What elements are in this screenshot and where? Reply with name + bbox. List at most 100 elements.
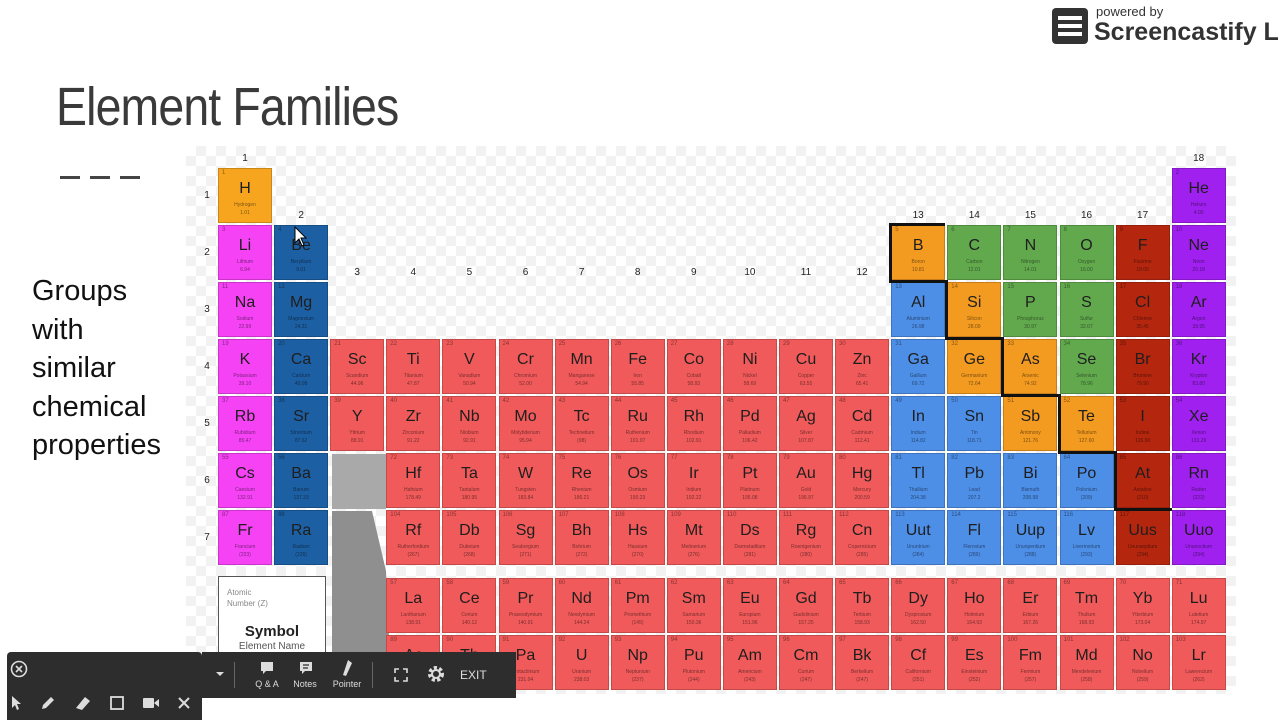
- element-name: Nitrogen: [1020, 259, 1040, 265]
- element-symbol: Ir: [688, 465, 699, 482]
- legend-element-name: Element Name: [238, 641, 306, 652]
- group-label: 14: [968, 210, 980, 221]
- exit-button[interactable]: EXIT: [460, 668, 487, 682]
- element-name: Neon: [1192, 259, 1205, 265]
- element-name: Copernicium: [848, 544, 877, 550]
- atomic-number: 63: [726, 580, 734, 587]
- pointer-button[interactable]: Pointer: [330, 658, 364, 694]
- atomic-mass: 204.38: [910, 495, 926, 501]
- element-name: Francium: [234, 544, 256, 550]
- element-cell: 42 Mo Molybdenum 95.94: [498, 396, 553, 451]
- close-icon[interactable]: [177, 696, 191, 710]
- atomic-mass: (247): [856, 677, 868, 684]
- element-cell: 100 Fm Fermium (257): [1003, 635, 1058, 691]
- staircase-divider: [889, 280, 948, 283]
- element-name: Polonium: [1076, 487, 1097, 493]
- group-label: 8: [634, 267, 641, 278]
- element-name: Tin: [970, 430, 978, 436]
- atomic-number: 114: [951, 512, 961, 518]
- element-name: Magnesium: [288, 316, 315, 322]
- element-symbol: Uup: [1015, 522, 1046, 539]
- element-symbol: Ti: [406, 351, 420, 368]
- element-symbol: Fm: [1018, 647, 1042, 665]
- element-symbol: Rn: [1188, 465, 1209, 482]
- element-cell: 108 Hs Hassium (270): [610, 510, 665, 565]
- element-name: Arsenic: [1022, 373, 1039, 379]
- element-name: Astatine: [1133, 487, 1152, 493]
- period-label: 4: [204, 361, 210, 372]
- element-name: Zirconium: [402, 430, 425, 436]
- element-symbol: O: [1080, 237, 1093, 254]
- element-cell: 13 Al Aluminium 26.98: [891, 282, 946, 337]
- element-symbol: Cr: [517, 351, 534, 368]
- element-symbol: Ho: [964, 590, 985, 608]
- atomic-number: 107: [558, 512, 569, 518]
- rectangle-icon[interactable]: [109, 695, 125, 711]
- element-name: Helium: [1190, 202, 1207, 208]
- close-circle-icon[interactable]: [10, 660, 28, 678]
- atomic-number: 91: [502, 637, 510, 644]
- element-cell: 101 Md Mendelevium (258): [1059, 635, 1114, 691]
- atomic-mass: (272): [575, 552, 588, 558]
- element-name: Protactinium: [511, 669, 540, 676]
- chevron-down-icon[interactable]: [214, 670, 226, 678]
- element-name: Niobium: [460, 430, 479, 436]
- atomic-number: 94: [670, 637, 678, 644]
- atomic-number: 81: [895, 455, 902, 461]
- element-cell: 72 Hf Hafnium 178.49: [386, 453, 441, 508]
- element-name: Caesium: [235, 487, 255, 493]
- atomic-mass: 40.08: [294, 381, 308, 387]
- element-name: Antimony: [1019, 430, 1041, 436]
- atomic-number: 23: [446, 341, 454, 347]
- element-name: Fermium: [1020, 669, 1041, 676]
- pointer-arrow-icon[interactable]: [10, 695, 24, 711]
- element-name: Germanium: [961, 373, 988, 379]
- pen-icon[interactable]: [40, 695, 56, 711]
- atomic-number: 66: [895, 580, 902, 587]
- element-cell: 12 Mg Magnesium 24.31: [274, 282, 329, 337]
- element-cell: 1 H Hydrogen 1.01: [218, 168, 272, 223]
- atomic-mass: 196.97: [798, 495, 814, 501]
- atomic-number: 79: [783, 455, 790, 461]
- atomic-number: 17: [1119, 284, 1127, 290]
- atomic-number: 70: [1119, 580, 1127, 587]
- atomic-mass: 72.64: [968, 381, 981, 387]
- atomic-mass: 1.01: [240, 210, 250, 216]
- chat-icon: [261, 662, 273, 674]
- element-name: Chlorine: [1133, 316, 1152, 322]
- side-caption: Groups with similar chemical properties: [32, 272, 161, 465]
- element-symbol: Sg: [515, 522, 536, 539]
- element-symbol: K: [239, 351, 251, 368]
- atomic-mass: 44.96: [350, 381, 364, 387]
- atomic-number: 35: [1119, 341, 1127, 347]
- notes-button[interactable]: Notes: [290, 658, 320, 694]
- element-name: Europium: [739, 612, 761, 619]
- element-symbol: Nb: [459, 408, 480, 425]
- atomic-mass: 95.94: [519, 438, 532, 444]
- element-symbol: Cm: [793, 647, 819, 665]
- camera-icon[interactable]: [142, 696, 160, 710]
- element-cell: 25 Mn Manganese 54.94: [554, 339, 609, 394]
- staircase-divider: [1113, 451, 1117, 510]
- element-cell: 32 Ge Germanium 72.64: [947, 339, 1002, 394]
- eraser-icon[interactable]: [74, 695, 92, 711]
- element-symbol: Re: [571, 465, 592, 482]
- element-symbol: Er: [1022, 590, 1039, 608]
- element-cell: 104 Rf Rutherfordium (267): [386, 510, 441, 565]
- atomic-mass: 39.10: [238, 381, 252, 387]
- gear-icon[interactable]: [426, 664, 446, 684]
- atomic-mass: 138.91: [405, 620, 421, 627]
- atomic-number: 3: [222, 227, 226, 233]
- element-name: Oxygen: [1077, 259, 1096, 265]
- element-name: Nobelium: [1132, 669, 1154, 676]
- atomic-mass: (280): [800, 552, 812, 558]
- qa-button[interactable]: Q & A: [252, 658, 282, 694]
- fullscreen-icon[interactable]: [394, 668, 408, 682]
- element-name: Xenon: [1191, 430, 1206, 436]
- atomic-number: 57: [390, 580, 397, 587]
- element-cell: 79 Au Gold 196.97: [779, 453, 833, 508]
- laser-pointer-icon: [343, 660, 352, 676]
- element-cell: 92 U Uranium 238.03: [554, 635, 609, 691]
- element-symbol: Zn: [852, 351, 872, 368]
- atomic-mass: (244): [687, 677, 700, 684]
